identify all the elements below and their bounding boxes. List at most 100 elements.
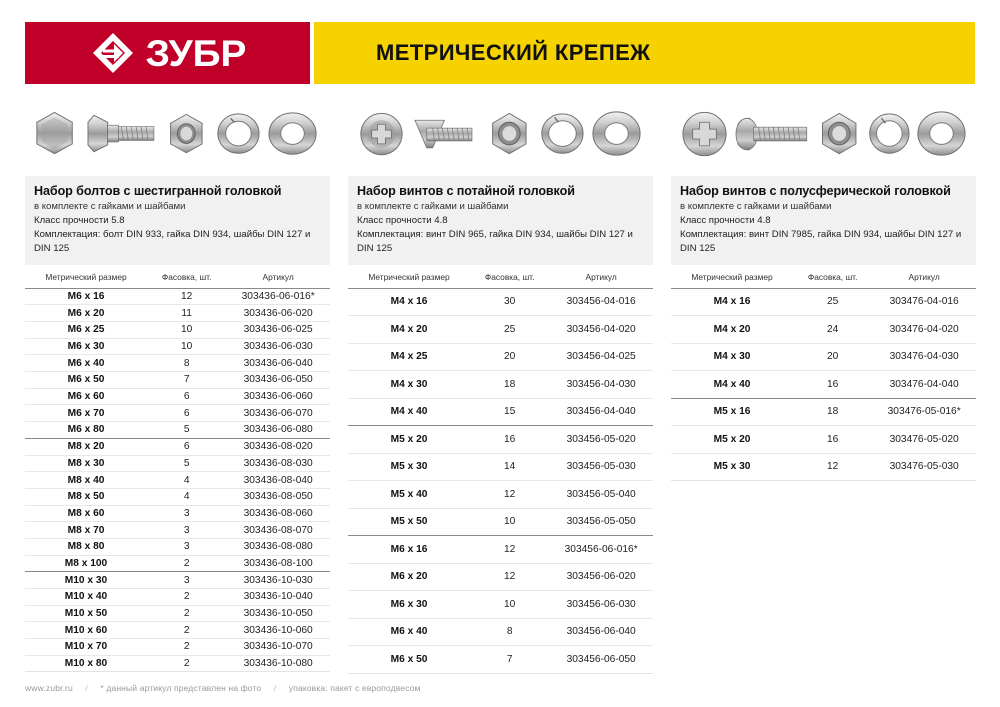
hex-nut-icon xyxy=(170,113,203,154)
cell-pack: 25 xyxy=(793,288,873,317)
cell-article: 303456-06-030 xyxy=(549,590,653,619)
page-footer: www.zubr.ru / * данный артикул представл… xyxy=(25,683,975,693)
cell-size: M6 x 16 xyxy=(348,535,470,564)
cell-size: M4 x 16 xyxy=(671,288,793,317)
cell-article: 303456-04-025 xyxy=(549,343,653,372)
cell-article: 303436-06-070 xyxy=(226,404,330,423)
product-subtitle: в комплекте с гайками и шайбами xyxy=(34,201,186,212)
table-row: M10 x 80 2 303436-10-080 xyxy=(25,655,330,673)
table-row: M10 x 60 2 303436-10-060 xyxy=(25,621,330,640)
table-row: M5 x 50 10 303456-05-050 xyxy=(348,508,653,537)
table-row: M4 x 30 18 303456-04-030 xyxy=(348,370,653,399)
cell-article: 303436-08-040 xyxy=(226,471,330,489)
phillips-pan-head-top-icon xyxy=(682,111,727,157)
cell-size: M6 x 50 xyxy=(25,371,147,389)
cell-article: 303476-04-020 xyxy=(872,315,976,344)
cell-pack: 10 xyxy=(470,590,550,619)
table-row: M6 x 20 11 303436-06-020 xyxy=(25,304,330,322)
table-row: M10 x 30 3 303436-10-030 xyxy=(25,571,330,589)
column-header-size: Метрический размер xyxy=(368,271,450,282)
cell-article: 303456-04-020 xyxy=(549,315,653,344)
cell-pack: 10 xyxy=(147,338,227,356)
cell-pack: 2 xyxy=(147,621,227,640)
product-strength-class: Класс прочности 5.8 xyxy=(34,214,125,226)
cell-size: M6 x 16 xyxy=(25,288,147,306)
cell-pack: 3 xyxy=(147,505,227,523)
cell-pack: 18 xyxy=(470,370,550,399)
cell-size: M10 x 80 xyxy=(25,655,147,673)
table-row: M6 x 30 10 303436-06-030 xyxy=(25,338,330,356)
table-row: M4 x 16 30 303456-04-016 xyxy=(348,288,653,317)
cell-size: M4 x 30 xyxy=(348,370,470,399)
product-contents: Комплектация: винт DIN 965, гайка DIN 93… xyxy=(357,228,633,254)
cell-article: 303436-06-025 xyxy=(226,321,330,339)
table-row: M10 x 50 2 303436-10-050 xyxy=(25,605,330,623)
cell-article: 303456-06-020 xyxy=(549,563,653,592)
table-row: M5 x 30 14 303456-05-030 xyxy=(348,453,653,482)
product-column-pan-head-screws: Набор винтов с полусферической головкой … xyxy=(671,98,976,674)
cell-size: M10 x 30 xyxy=(25,571,147,589)
footer-separator-1: / xyxy=(85,683,88,693)
cell-size: M8 x 30 xyxy=(25,455,147,473)
cell-pack: 2 xyxy=(147,588,227,606)
cell-pack: 10 xyxy=(147,321,227,339)
table-header-row: Метрический размер Фасовка, шт. Артикул xyxy=(348,265,653,289)
cell-article: 303436-06-080 xyxy=(226,421,330,439)
cell-size: M8 x 70 xyxy=(25,521,147,539)
footer-site[interactable]: www.zubr.ru xyxy=(25,683,73,693)
table-body: M4 x 16 25 303476-04-016 M4 x 20 24 303476-04… xyxy=(671,288,976,482)
spring-washer-icon xyxy=(541,113,584,154)
table-row: M4 x 40 16 303476-04-040 xyxy=(671,370,976,399)
cell-article: 303476-04-016 xyxy=(872,288,976,317)
cell-size: M6 x 30 xyxy=(25,338,147,356)
cell-article: 303436-10-040 xyxy=(226,588,330,606)
product-strength-class: Класс прочности 4.8 xyxy=(357,214,448,226)
product-heading: Набор винтов с полусферической головкой xyxy=(680,184,951,198)
product-subtitle: в комплекте с гайками и шайбами xyxy=(357,201,509,212)
table-row: M6 x 16 12 303436-06-016* xyxy=(25,288,330,306)
product-table: Метрический размер Фасовка, шт. Артикул … xyxy=(25,265,330,673)
column-header-article: Артикул xyxy=(908,271,940,282)
cell-article: 303436-08-020 xyxy=(226,438,330,456)
cell-size: M4 x 20 xyxy=(348,315,470,344)
table-row: M8 x 100 2 303436-08-100 xyxy=(25,555,330,573)
table-row: M8 x 20 6 303436-08-020 xyxy=(25,438,330,456)
cell-size: M4 x 40 xyxy=(348,398,470,427)
product-table: Метрический размер Фасовка, шт. Артикул … xyxy=(348,265,653,674)
cell-size: M6 x 80 xyxy=(25,421,147,439)
column-header-pack: Фасовка, шт. xyxy=(161,271,212,282)
table-row: M6 x 50 7 303456-06-050 xyxy=(348,645,653,674)
cell-size: M6 x 30 xyxy=(348,590,470,619)
product-photo-countersunk-screws xyxy=(348,98,653,176)
product-info-block: Набор винтов с потайной головкой в компл… xyxy=(348,176,653,265)
table-row: M5 x 40 12 303456-05-040 xyxy=(348,480,653,509)
table-row: M6 x 80 5 303436-06-080 xyxy=(25,421,330,439)
cell-size: M6 x 60 xyxy=(25,388,147,406)
cell-pack: 5 xyxy=(147,455,227,473)
table-row: M4 x 16 25 303476-04-016 xyxy=(671,288,976,317)
table-row: M5 x 20 16 303476-05-020 xyxy=(671,425,976,454)
zubr-diamond-arrow-logo-icon xyxy=(90,30,136,76)
cell-pack: 16 xyxy=(470,425,550,454)
table-row: M8 x 50 4 303436-08-050 xyxy=(25,488,330,506)
hex-bolt-icon xyxy=(87,114,155,153)
product-contents: Комплектация: болт DIN 933, гайка DIN 93… xyxy=(34,228,311,254)
product-columns: Набор болтов с шестигранной головкой в к… xyxy=(25,98,976,674)
cell-size: M4 x 20 xyxy=(671,315,793,344)
cell-article: 303476-05-016* xyxy=(872,398,976,427)
spring-washer-icon xyxy=(869,113,910,154)
flat-washer-icon xyxy=(268,112,317,155)
cell-pack: 14 xyxy=(470,453,550,482)
cell-pack: 18 xyxy=(793,398,873,427)
cell-size: M5 x 16 xyxy=(671,398,793,427)
table-row: M4 x 40 15 303456-04-040 xyxy=(348,398,653,427)
cell-article: 303456-06-050 xyxy=(549,645,653,674)
product-heading: Набор болтов с шестигранной головкой xyxy=(34,184,282,198)
cell-pack: 16 xyxy=(793,370,873,399)
cell-pack: 11 xyxy=(147,304,227,322)
footer-note: * данный артикул представлен на фото xyxy=(100,683,262,693)
cell-article: 303436-08-100 xyxy=(226,555,330,573)
cell-article: 303456-04-030 xyxy=(549,370,653,399)
flat-washer-icon xyxy=(917,111,966,156)
cell-size: M6 x 40 xyxy=(348,618,470,647)
